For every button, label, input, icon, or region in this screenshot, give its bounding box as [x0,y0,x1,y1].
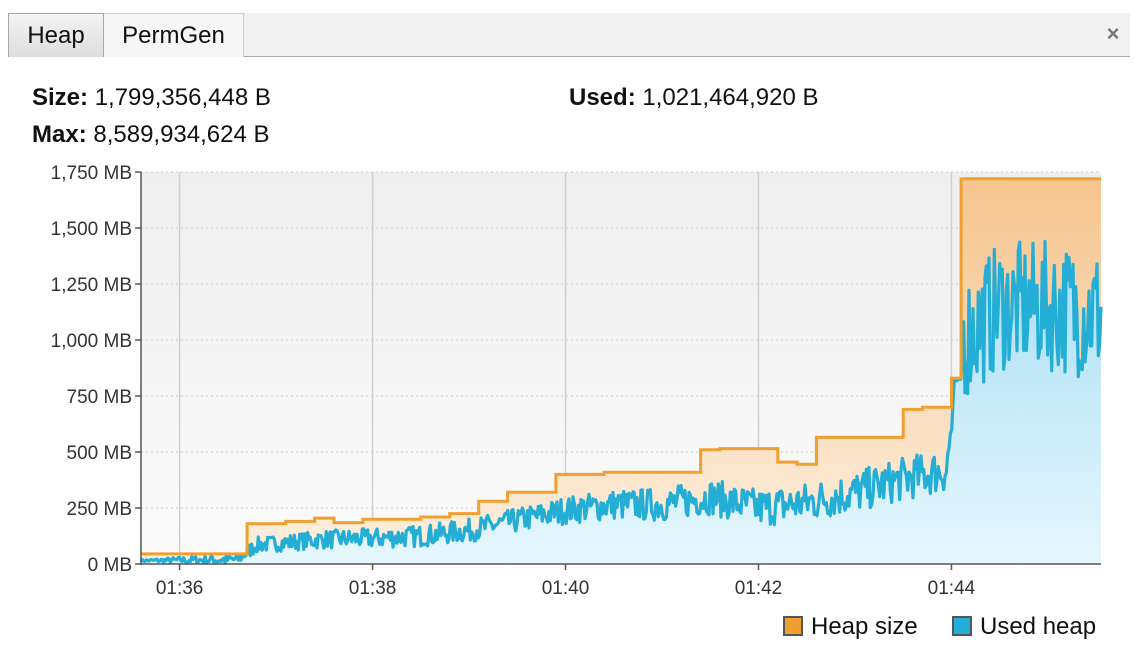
heap-chart: 0 MB 250 MB 500 MB 750 MB 1,000 MB 1,250 MB 1,… [51,163,1103,599]
x-tick-label: 01:38 [349,578,397,599]
heap-size-line [141,177,1101,556]
y-tick-label: 1,750 MB [51,163,132,184]
used-heap-swatch [952,616,972,636]
y-tick-label: 250 MB [67,499,132,520]
x-tick-label: 01:44 [928,578,976,599]
max-value: 8,589,934,624 B [93,121,270,148]
used-heap-line [139,239,1103,565]
legend-heap-size-label: Heap size [811,613,918,640]
size-stat: Size: 1,799,356,448 B [32,84,271,112]
legend-used-heap-label: Used heap [980,613,1097,640]
max-label: Max: [32,121,87,148]
heap-size-area [141,178,1101,564]
y-tick-label: 750 MB [67,387,132,408]
tab-heap[interactable]: Heap [8,13,104,57]
y-tick-label: 1,500 MB [51,219,132,240]
x-tick-label: 01:40 [542,578,590,599]
y-tick-label: 1,250 MB [51,275,132,296]
size-value: 1,799,356,448 B [94,84,271,111]
x-tick-label: 01:36 [156,578,204,599]
heap-size-swatch [783,616,803,636]
close-icon[interactable]: × [1106,21,1120,46]
used-stat: Used: 1,021,464,920 B [569,84,819,112]
used-label: Used: [569,84,636,111]
size-label: Size: [32,84,89,111]
legend-used-heap[interactable]: Used heap [952,612,1096,642]
tab-permgen[interactable]: PermGen [104,13,244,57]
y-tick-label: 0 MB [88,555,132,576]
y-tick-label: 500 MB [67,443,132,464]
max-stat: Max: 8,589,934,624 B [32,121,270,149]
tab-bar: Heap PermGen × [8,13,1130,57]
used-value: 1,021,464,920 B [642,84,819,111]
x-tick-label: 01:42 [735,578,783,599]
y-tick-label: 1,000 MB [51,331,132,352]
legend-heap-size[interactable]: Heap size [783,612,918,642]
